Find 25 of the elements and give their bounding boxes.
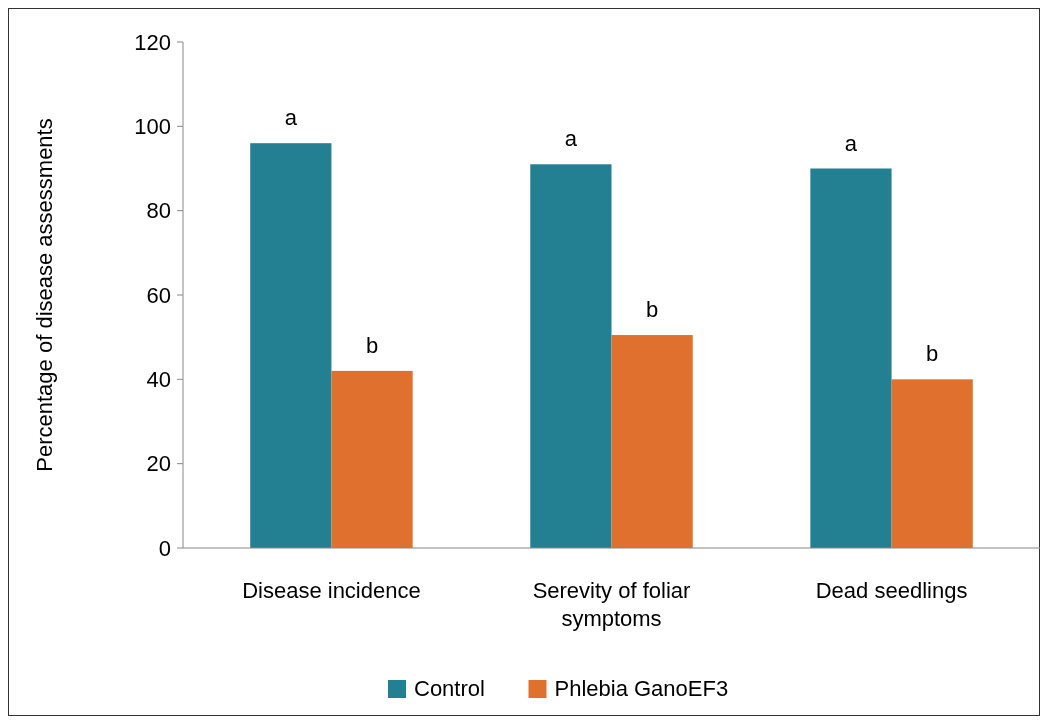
y-tick-label: 80: [146, 198, 171, 224]
annotation: b: [645, 297, 659, 323]
y-tick-label: 60: [146, 282, 171, 308]
bar: [331, 370, 413, 548]
bar: [611, 335, 693, 548]
annotation: a: [564, 126, 578, 152]
legend-label: Control: [414, 676, 485, 701]
x-tick-label: Serevity of foliar symptoms: [532, 578, 691, 631]
annotation: b: [365, 332, 379, 358]
annotation: a: [284, 105, 298, 131]
bar: [810, 168, 892, 548]
y-tick-label: 100: [134, 114, 171, 140]
x-tick-label: Dead seedlings: [815, 578, 968, 603]
y-axis-title: Percentage of disease assessments: [32, 118, 57, 472]
y-tick-label: 20: [146, 451, 171, 477]
y-tick-label: 0: [158, 535, 171, 561]
legend-label: Phlebia GanoEF3: [554, 676, 729, 701]
bar: [530, 164, 612, 548]
bar: [250, 143, 332, 548]
y-tick-label: 40: [146, 367, 171, 393]
x-tick-label: Disease incidence: [242, 578, 421, 603]
annotation: a: [844, 130, 858, 156]
annotation: b: [926, 341, 939, 367]
bar: [891, 379, 973, 548]
y-tick-label: 120: [134, 29, 171, 55]
